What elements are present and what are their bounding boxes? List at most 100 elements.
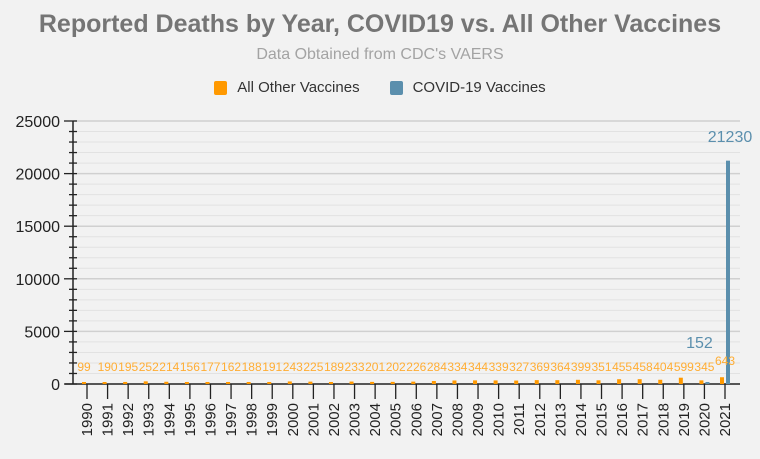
chart-subtitle: Data Obtained from CDC's VAERS [256, 46, 504, 63]
bar-other-vaccines [328, 382, 333, 384]
x-tick-label: 2003 [347, 403, 364, 436]
x-tick-label: 1990 [79, 403, 96, 436]
data-label-other-vaccines: 201 [365, 360, 385, 374]
bar-other-vaccines [349, 381, 354, 384]
bar-other-vaccines [370, 381, 375, 384]
y-tick-label: 10000 [16, 272, 61, 289]
data-label-other-vaccines: 99 [77, 360, 91, 374]
legend-swatch-other-vaccines [214, 80, 228, 95]
bar-covid-vaccines [705, 382, 710, 384]
y-tick-label: 15000 [16, 219, 61, 236]
data-label-other-vaccines: 202 [386, 360, 406, 374]
bar-other-vaccines [534, 380, 539, 384]
bar-covid-vaccines [726, 160, 730, 384]
legend-item-other-vaccines[interactable]: All Other Vaccines [214, 79, 360, 96]
data-label-other-vaccines: 399 [571, 360, 591, 374]
x-tick-label: 2011 [511, 403, 528, 435]
bar-other-vaccines [411, 381, 416, 384]
bar-other-vaccines [699, 380, 704, 384]
bar-other-vaccines [246, 382, 251, 384]
bar-other-vaccines [184, 382, 189, 384]
data-label-other-vaccines: 458 [633, 360, 653, 374]
x-tick-label: 2010 [491, 403, 508, 436]
x-tick-label: 1998 [244, 403, 261, 436]
bar-other-vaccines [473, 380, 478, 384]
bar-other-vaccines [493, 380, 498, 384]
bar-other-vaccines [596, 380, 601, 384]
data-label-other-vaccines: 233 [345, 360, 365, 374]
x-tick-label: 2019 [676, 403, 693, 436]
x-tick-label: 2005 [388, 403, 405, 436]
x-tick-label: 2018 [655, 403, 672, 436]
data-label-other-vaccines: 225 [303, 360, 323, 374]
data-label-covid-vaccines: 21230 [708, 129, 753, 146]
chart-title: Reported Deaths by Year, COVID19 vs. All… [38, 10, 722, 38]
data-label-other-vaccines: 327 [509, 360, 529, 374]
bar-other-vaccines [575, 379, 580, 384]
bar-other-vaccines [637, 379, 642, 384]
data-label-other-vaccines: 344 [468, 360, 488, 374]
x-tick-label: 1996 [202, 403, 219, 436]
bar-other-vaccines [431, 381, 436, 384]
bar-other-vaccines [267, 381, 272, 384]
x-tick-label: 2012 [532, 403, 549, 436]
x-tick-label: 2015 [594, 403, 611, 436]
bar-other-vaccines [390, 381, 395, 384]
bar-other-vaccines [555, 380, 560, 384]
legend-swatch-covid-vaccines [389, 80, 403, 95]
bar-other-vaccines [658, 379, 663, 384]
x-tick-label: 2006 [408, 403, 425, 436]
x-tick-label: 2007 [429, 403, 446, 436]
bar-other-vaccines [205, 382, 210, 384]
bar-other-vaccines [123, 381, 128, 384]
data-label-other-vaccines: 190 [98, 360, 118, 374]
data-label-other-vaccines: 162 [221, 360, 241, 374]
data-label-other-vaccines: 189 [324, 360, 344, 374]
data-label-other-vaccines: 243 [283, 360, 303, 374]
bar-other-vaccines [82, 382, 86, 384]
data-label-other-vaccines: 364 [550, 360, 570, 374]
bar-other-vaccines [720, 377, 724, 384]
legend-item-covid-vaccines[interactable]: COVID-19 Vaccines [389, 79, 546, 96]
legend: All Other Vaccines COVID-19 Vaccines [0, 79, 760, 96]
x-tick-label: 2001 [305, 403, 322, 436]
y-tick-label: 25000 [16, 114, 61, 131]
bar-other-vaccines [617, 379, 622, 384]
data-label-other-vaccines: 156 [180, 360, 200, 374]
x-tick-label: 2014 [573, 403, 590, 436]
x-tick-label: 2017 [635, 403, 652, 436]
data-label-other-vaccines: 284 [427, 360, 447, 374]
data-label-other-vaccines: 191 [262, 360, 282, 374]
bar-other-vaccines [164, 381, 169, 384]
data-label-other-vaccines: 214 [159, 360, 179, 374]
data-label-other-vaccines: 599 [674, 360, 694, 374]
data-label-other-vaccines: 369 [530, 360, 550, 374]
x-tick-label: 2009 [470, 403, 487, 436]
data-label-other-vaccines: 177 [200, 360, 220, 374]
data-label-other-vaccines: 404 [653, 360, 673, 374]
data-label-other-vaccines: 351 [592, 360, 612, 374]
x-tick-label: 1994 [161, 403, 178, 436]
x-tick-label: 2000 [285, 403, 302, 436]
bar-other-vaccines [226, 382, 231, 384]
y-tick-label: 20000 [16, 167, 61, 184]
x-tick-label: 1999 [264, 403, 281, 436]
x-tick-label: 2004 [367, 403, 384, 436]
data-label-other-vaccines: 252 [139, 360, 159, 374]
x-tick-label: 2016 [614, 403, 631, 436]
x-tick-label: 2020 [696, 403, 713, 436]
legend-label-covid-vaccines: COVID-19 Vaccines [412, 79, 546, 96]
x-tick-label: 1992 [120, 403, 137, 436]
y-tick-label: 0 [51, 377, 60, 394]
data-label-other-vaccines: 345 [694, 360, 714, 374]
x-tick-label: 2013 [552, 403, 569, 436]
x-tick-label: 1997 [223, 403, 240, 436]
data-label-other-vaccines: 188 [242, 360, 262, 374]
bar-other-vaccines [143, 381, 148, 384]
x-tick-label: 1993 [141, 403, 158, 436]
data-label-covid-vaccines: 152 [686, 335, 713, 352]
legend-label-other-vaccines: All Other Vaccines [237, 79, 360, 96]
data-label-other-vaccines: 334 [447, 360, 467, 374]
